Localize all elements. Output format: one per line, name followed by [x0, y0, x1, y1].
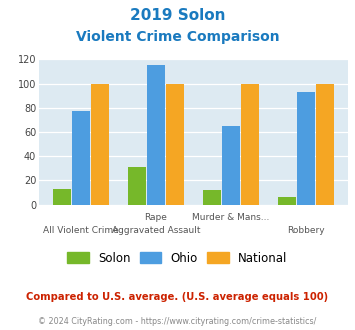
Text: Compared to U.S. average. (U.S. average equals 100): Compared to U.S. average. (U.S. average …: [26, 292, 329, 302]
Bar: [91, 83, 109, 205]
Bar: [203, 190, 221, 205]
Text: 2019 Solon: 2019 Solon: [130, 8, 225, 23]
Bar: [278, 197, 296, 205]
Bar: [166, 83, 184, 205]
Legend: Solon, Ohio, National: Solon, Ohio, National: [63, 247, 292, 269]
Text: Violent Crime Comparison: Violent Crime Comparison: [76, 30, 279, 44]
Bar: [222, 126, 240, 205]
Text: Murder & Mans...: Murder & Mans...: [192, 213, 270, 222]
Bar: [297, 92, 315, 205]
Text: Rape: Rape: [144, 213, 167, 222]
Bar: [53, 189, 71, 205]
Text: Aggravated Assault: Aggravated Assault: [112, 226, 200, 235]
Text: Robbery: Robbery: [287, 226, 325, 235]
Bar: [316, 83, 334, 205]
Bar: [128, 167, 146, 205]
Bar: [72, 112, 90, 205]
Bar: [147, 65, 165, 205]
Text: © 2024 CityRating.com - https://www.cityrating.com/crime-statistics/: © 2024 CityRating.com - https://www.city…: [38, 317, 317, 326]
Text: All Violent Crime: All Violent Crime: [43, 226, 119, 235]
Bar: [241, 83, 259, 205]
